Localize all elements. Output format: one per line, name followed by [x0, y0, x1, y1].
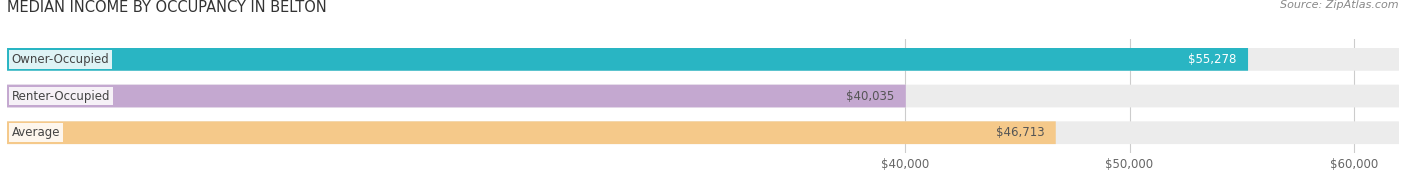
Text: Source: ZipAtlas.com: Source: ZipAtlas.com — [1281, 0, 1399, 10]
Text: Average: Average — [11, 126, 60, 139]
FancyBboxPatch shape — [7, 121, 1399, 144]
Text: Renter-Occupied: Renter-Occupied — [11, 90, 110, 103]
Text: $46,713: $46,713 — [995, 126, 1045, 139]
FancyBboxPatch shape — [7, 48, 1249, 71]
Text: Owner-Occupied: Owner-Occupied — [11, 53, 110, 66]
FancyBboxPatch shape — [7, 85, 1399, 107]
FancyBboxPatch shape — [7, 121, 1056, 144]
FancyBboxPatch shape — [7, 48, 1399, 71]
Text: $40,035: $40,035 — [846, 90, 894, 103]
Text: $55,278: $55,278 — [1188, 53, 1237, 66]
FancyBboxPatch shape — [7, 85, 905, 107]
Text: MEDIAN INCOME BY OCCUPANCY IN BELTON: MEDIAN INCOME BY OCCUPANCY IN BELTON — [7, 0, 326, 15]
